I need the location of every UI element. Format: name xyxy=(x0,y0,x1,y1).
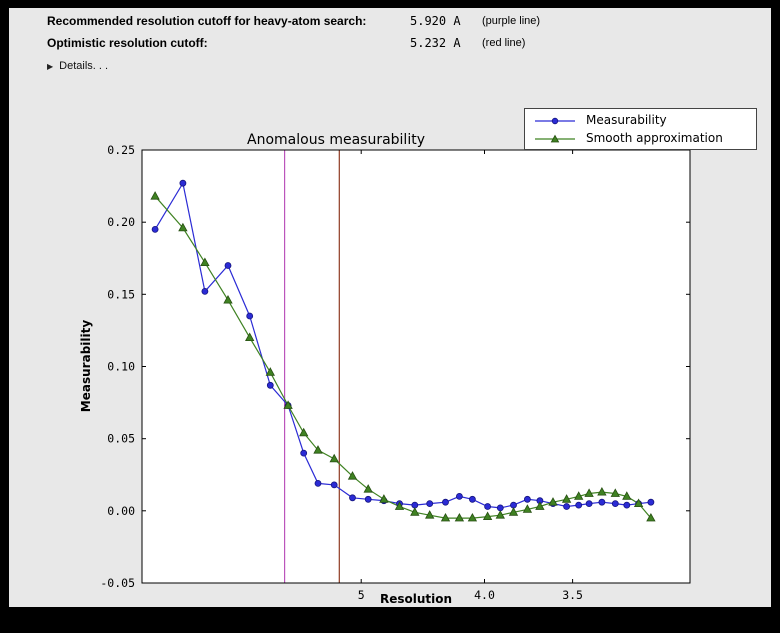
measurability-line-sample-icon xyxy=(533,114,577,126)
header-row-recommended: Recommended resolution cutoff for heavy-… xyxy=(9,14,771,30)
recommended-cutoff-note: (purple line) xyxy=(482,15,541,27)
y-axis-label: Measurability xyxy=(79,319,93,413)
legend-label-measurability: Measurability xyxy=(586,113,667,127)
recommended-cutoff-label: Recommended resolution cutoff for heavy-… xyxy=(47,14,367,28)
legend-item-measurability: Measurability xyxy=(525,111,756,129)
legend-label-smooth-approximation: Smooth approximation xyxy=(586,131,723,145)
svg-text:-0.05: -0.05 xyxy=(100,576,135,590)
svg-text:0.20: 0.20 xyxy=(107,215,135,229)
header-row-optimistic: Optimistic resolution cutoff: 5.232 A (r… xyxy=(9,36,771,52)
details-label: Details. . . xyxy=(59,60,109,72)
details-expander[interactable]: ▶ Details. . . xyxy=(47,60,108,72)
recommended-cutoff-value: 5.920 A xyxy=(410,14,461,28)
svg-text:0.00: 0.00 xyxy=(107,504,135,518)
smooth-approximation-line-sample-icon xyxy=(533,132,577,144)
optimistic-cutoff-label: Optimistic resolution cutoff: xyxy=(47,36,208,50)
chart-canvas: -0.05 0.00 0.05 0.10 0.15 0.20 0.25 5 4.0 3.5 xyxy=(100,143,691,602)
legend-item-smooth-approximation: Smooth approximation xyxy=(525,129,756,147)
svg-text:5: 5 xyxy=(358,588,365,602)
svg-text:0.25: 0.25 xyxy=(107,143,135,157)
optimistic-cutoff-note: (red line) xyxy=(482,37,526,49)
svg-text:0.10: 0.10 xyxy=(107,360,135,374)
svg-text:0.15: 0.15 xyxy=(107,287,135,301)
svg-text:3.5: 3.5 xyxy=(562,588,583,602)
chart-legend: Measurability Smooth approximation xyxy=(524,108,757,150)
app-panel: Recommended resolution cutoff for heavy-… xyxy=(9,8,771,607)
chart-title: Anomalous measurability xyxy=(247,132,425,148)
svg-text:0.05: 0.05 xyxy=(107,432,135,446)
svg-text:4.0: 4.0 xyxy=(474,588,495,602)
x-axis-label: Resolution xyxy=(379,592,453,606)
optimistic-cutoff-value: 5.232 A xyxy=(410,36,461,50)
disclosure-triangle-icon: ▶ xyxy=(47,61,54,71)
